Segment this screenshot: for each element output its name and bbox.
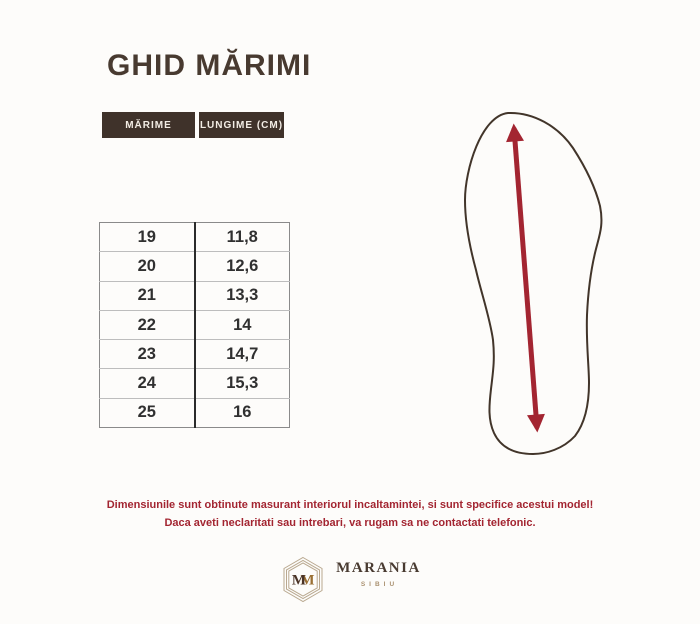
brand-name: MARANIA	[336, 560, 421, 576]
brand-text: MARANIA SIBIU	[336, 560, 421, 588]
monogram-letter: M	[301, 573, 315, 589]
table-row: 25 16	[99, 397, 290, 428]
table-row: 20 12,6	[99, 251, 290, 282]
length-cell: 16	[194, 397, 290, 428]
length-cell: 11,8	[226, 227, 258, 246]
size-cell: 20	[99, 251, 196, 282]
length-cell: 12,6	[194, 251, 290, 282]
brand-logo: M M MARANIA SIBIU	[0, 556, 700, 603]
table-row: 23 14,7	[99, 339, 290, 369]
disclaimer-line-2: Daca aveti neclaritati sau intrebari, va…	[164, 517, 536, 529]
monogram-letter: M	[292, 573, 306, 589]
size-table: 19 11,8 20 12,6 21 13,3 22 14 23 14,7 24…	[99, 222, 290, 429]
length-cell: 13,3	[194, 280, 290, 311]
length-cell: 14,7	[194, 339, 290, 369]
hexagon-monogram-icon: M M	[283, 556, 323, 603]
disclaimer-line-1: Dimensiunile sunt obtinute masurant inte…	[106, 499, 594, 511]
disclaimer: Dimensiunile sunt obtinute masurant inte…	[0, 496, 700, 532]
size-cell: 22	[99, 309, 196, 340]
header-badge-marime: MĂRIME	[102, 112, 195, 138]
size-cell: 23	[99, 339, 196, 369]
size-cell: 19	[99, 222, 196, 252]
length-cell: 14	[194, 309, 290, 340]
insole-outline	[463, 111, 603, 456]
size-cell: 24	[99, 368, 196, 399]
size-cell: 21	[99, 280, 196, 311]
length-cell: 15,3	[194, 368, 290, 399]
table-row: 24 15,3	[99, 368, 290, 399]
brand-city: SIBIU	[360, 581, 399, 588]
header-badge-lungime: LUNGIME (CM)	[199, 112, 284, 138]
table-row: 22 14	[99, 309, 290, 340]
table-header-badges: MĂRIME LUNGIME (CM)	[102, 112, 284, 138]
table-row: 19 11,8	[99, 222, 290, 252]
page-title: GHID MĂRIMI	[107, 49, 312, 82]
length-arrow	[506, 123, 545, 433]
size-cell: 25	[99, 397, 196, 428]
table-row: 21 13,3	[99, 280, 290, 311]
insole-measure-diagram	[463, 111, 603, 456]
